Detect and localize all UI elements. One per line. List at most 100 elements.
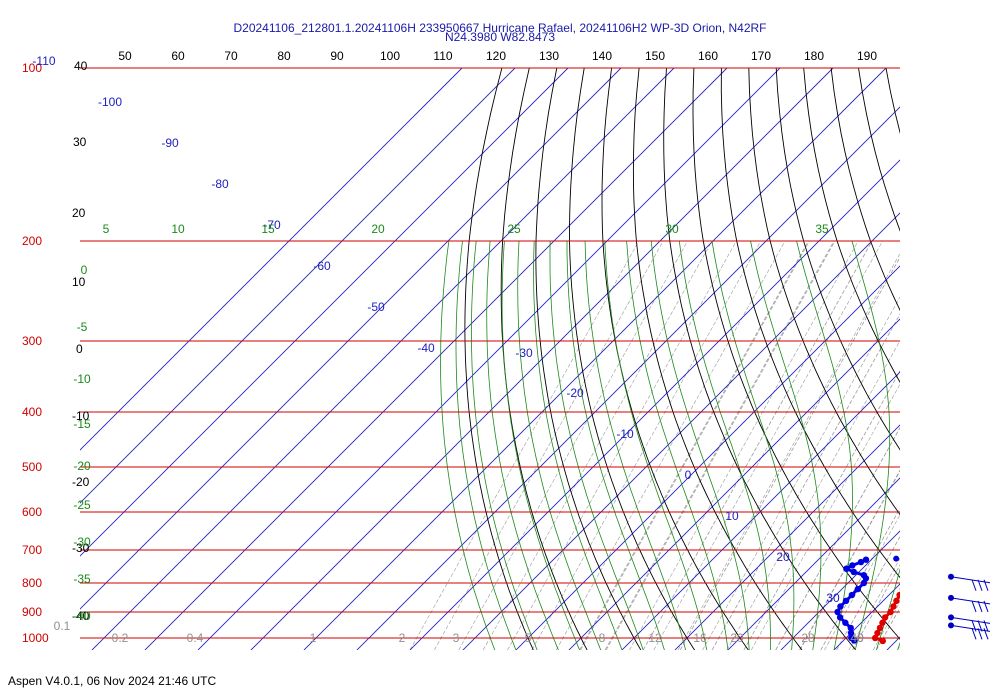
mixing-ratio-line xyxy=(629,240,859,650)
isotherm-line xyxy=(356,106,900,650)
mixing-ratio-line xyxy=(507,240,737,650)
dry-adiabat-line xyxy=(968,68,1000,650)
pressure-label: 500 xyxy=(22,460,42,474)
moist-adiabat-label: -30 xyxy=(73,535,91,549)
mixing-ratio-line xyxy=(531,240,761,650)
moist-adiabat-label: 35 xyxy=(815,222,829,236)
mixing-ratio-line xyxy=(642,240,873,650)
wind-barb-feather xyxy=(971,579,977,591)
mixing-ratio-label: 28 xyxy=(801,631,815,645)
wind-barb-feather xyxy=(983,579,989,591)
isotherm-label: -20 xyxy=(566,386,584,400)
mixing-ratio-line xyxy=(995,241,1000,650)
isotherm-line xyxy=(886,636,900,650)
isotherm-line xyxy=(993,68,1000,650)
dry-adiabat-line xyxy=(748,68,900,516)
pressure-label: 400 xyxy=(22,405,42,419)
top-temperature-tick: 150 xyxy=(645,49,665,63)
isotherm-label: -110 xyxy=(32,54,55,68)
isotherm-line xyxy=(80,68,622,610)
isotherm-line xyxy=(462,212,900,650)
moist-adiabat-line xyxy=(750,240,822,650)
chart-title-line2: N24.3980 W82.8473 xyxy=(444,30,556,44)
dewpoint-point xyxy=(843,565,850,572)
temperature-point xyxy=(896,591,900,599)
wind-barb-feather xyxy=(971,628,977,640)
moist-adiabat-line xyxy=(440,240,496,650)
top-temperature-tick: 90 xyxy=(330,49,344,63)
dewpoint-point xyxy=(848,591,856,599)
top-temperature-tick: 70 xyxy=(224,49,238,63)
dry-adiabat-line xyxy=(692,68,900,640)
mixing-ratio-line xyxy=(726,340,900,650)
dewpoint-point xyxy=(854,585,862,593)
mixing-ratio-label: 20 xyxy=(730,631,744,645)
mixing-ratio-label: 0.2 xyxy=(112,631,129,645)
moist-adiabat-line xyxy=(533,240,623,650)
isotherm-line xyxy=(80,68,463,451)
isotherm-label: -60 xyxy=(313,259,331,273)
wind-barb-feather xyxy=(983,620,989,632)
mixing-ratio-line xyxy=(820,507,900,650)
mixing-ratio-line xyxy=(677,252,900,650)
isotherm-line xyxy=(197,68,781,650)
dry-adiabat-label: 10 xyxy=(72,275,86,289)
mixing-ratio-line xyxy=(946,241,1000,650)
dry-adiabat-line xyxy=(830,68,900,312)
top-temperature-tick: 60 xyxy=(171,49,185,63)
pressure-label: 700 xyxy=(22,543,42,557)
moist-adiabat-label: -25 xyxy=(73,498,91,512)
isotherm-label: -50 xyxy=(367,300,385,314)
isotherm-label: -70 xyxy=(263,218,281,232)
moist-adiabat-label: 10 xyxy=(171,222,185,236)
wind-barb-shaft xyxy=(950,616,991,624)
isotherm-line xyxy=(674,424,900,650)
moist-adiabat-line xyxy=(711,240,795,650)
top-temperature-tick: 180 xyxy=(804,49,824,63)
pressure-label: 800 xyxy=(22,576,42,590)
moist-adiabat-line xyxy=(796,240,853,650)
mixing-ratio-label: 8 xyxy=(599,631,606,645)
dry-adiabat-line xyxy=(720,68,900,579)
moist-adiabat-line xyxy=(604,240,708,650)
mixing-ratio-label: 5 xyxy=(525,631,532,645)
mixing-ratio-label: 2 xyxy=(399,631,406,645)
pressure-label: 900 xyxy=(22,605,42,619)
moist-adiabat-line xyxy=(897,641,900,650)
mixing-ratio-line xyxy=(799,470,900,650)
isotherm-line xyxy=(727,477,900,650)
isotherm-label: -80 xyxy=(211,177,229,191)
dewpoint-point xyxy=(893,555,900,562)
wind-barb xyxy=(948,594,991,613)
dry-adiabat-line xyxy=(803,68,900,384)
mixing-ratio-line xyxy=(458,240,688,650)
top-temperature-tick: 110 xyxy=(433,49,452,63)
mixing-ratio-line xyxy=(836,535,900,650)
pressure-label: 1000 xyxy=(22,631,49,645)
temperature-point xyxy=(887,608,894,616)
wind-barb-feather xyxy=(977,579,983,591)
moist-adiabat-line xyxy=(517,240,602,650)
temperature-point xyxy=(922,561,928,567)
wind-barb-feather xyxy=(977,628,983,640)
mixing-ratio-label: 16 xyxy=(693,631,707,645)
wind-barb-feather xyxy=(983,600,989,613)
wind-barb-shaft xyxy=(950,576,991,584)
wind-barb-feather xyxy=(977,600,983,613)
isotherm-label: -100 xyxy=(98,95,122,109)
dry-adiabat-line xyxy=(632,68,803,650)
top-temperature-tick: 120 xyxy=(486,49,506,63)
moist-adiabat-label: -5 xyxy=(77,320,88,334)
top-temperature-tick: 130 xyxy=(539,49,559,63)
top-temperature-tick: 80 xyxy=(277,49,291,63)
wind-barb xyxy=(948,573,991,591)
top-temperature-tick: 50 xyxy=(118,49,132,63)
isotherm-label: 20 xyxy=(776,550,790,564)
mixing-ratio-line xyxy=(482,240,713,650)
mixing-ratio-line xyxy=(897,645,900,650)
temperature-point xyxy=(890,603,897,610)
isotherm-line xyxy=(621,371,900,650)
dewpoint-point xyxy=(850,637,858,644)
moist-adiabat-line xyxy=(584,240,686,650)
temperature-point xyxy=(874,629,881,637)
